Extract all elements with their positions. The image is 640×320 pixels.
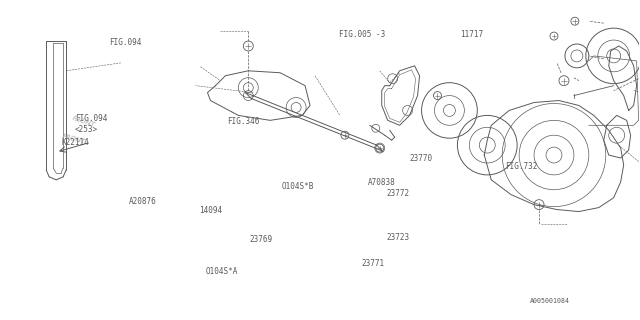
Text: O104S*B: O104S*B [282, 182, 314, 191]
Text: FIG.094: FIG.094 [75, 114, 107, 123]
Text: A005001084: A005001084 [531, 298, 570, 304]
Text: FRONT: FRONT [71, 115, 95, 128]
Text: 23723: 23723 [387, 233, 410, 242]
Text: O104S*A: O104S*A [205, 267, 237, 276]
Text: 11717: 11717 [460, 30, 483, 39]
Text: FRONT: FRONT [61, 133, 86, 145]
Text: A70838: A70838 [368, 178, 396, 187]
Text: 23770: 23770 [409, 154, 433, 163]
Text: 14094: 14094 [199, 206, 222, 215]
Text: <253>: <253> [75, 125, 98, 134]
Text: A20876: A20876 [129, 197, 157, 206]
Text: FIG.005 -3: FIG.005 -3 [339, 30, 385, 39]
Text: FIG.732: FIG.732 [505, 162, 537, 171]
Text: FIG.346: FIG.346 [228, 117, 260, 126]
Text: 23769: 23769 [250, 235, 273, 244]
Text: FIG.094: FIG.094 [109, 38, 141, 47]
Text: 23771: 23771 [362, 259, 385, 268]
Text: K22114: K22114 [62, 138, 90, 147]
Text: 23772: 23772 [387, 189, 410, 198]
